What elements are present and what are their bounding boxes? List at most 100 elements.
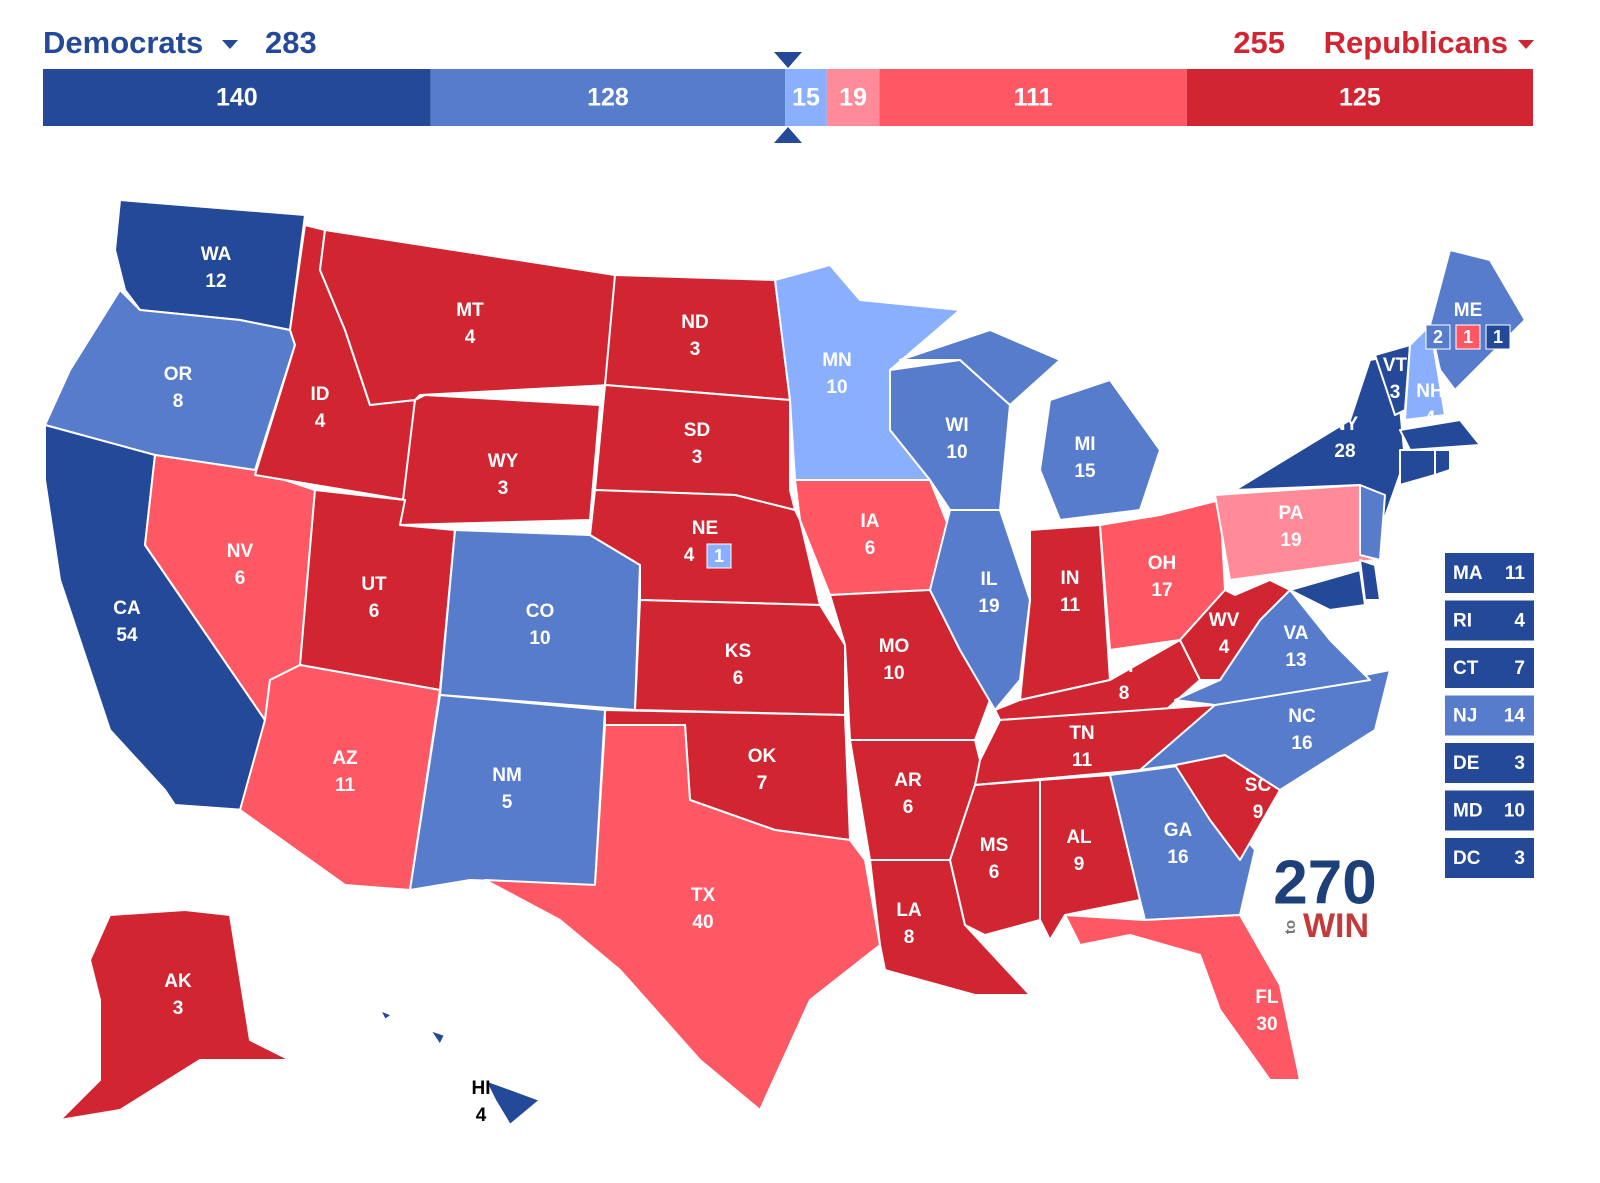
state-votes: 6 [865,538,876,559]
split-votes: 1 [1493,327,1503,347]
rep-party-name[interactable]: Republicans [1324,25,1508,60]
state-box-abbr: MD [1453,801,1483,822]
state-shape [379,1009,393,1021]
state-abbr: CA [113,598,141,619]
state-votes: 6 [733,668,744,689]
state-shape [429,1029,446,1046]
state-shape [634,599,846,716]
state-box[interactable] [1445,648,1534,688]
state-shape [59,909,331,1121]
state-abbr: MO [879,636,910,657]
state-votes: 9 [1253,802,1264,823]
state-votes: 4 [1219,637,1230,658]
state-abbr: VA [1284,623,1309,644]
state-shape [399,394,601,526]
state-votes: 11 [335,775,356,796]
state-box-votes: 7 [1514,658,1525,679]
state-abbr: SD [684,420,710,441]
state-shape [899,329,1061,406]
dem-dropdown-icon[interactable] [222,40,238,49]
state-votes: 6 [903,797,914,818]
state-votes: 10 [826,377,847,398]
state-votes: 12 [205,271,226,292]
state-abbr: IN [1061,568,1080,589]
state-votes: 4 [476,1105,487,1126]
state-abbr: NC [1288,706,1316,727]
split-box [706,543,732,569]
state-abbr: UT [361,574,387,595]
state-votes: 3 [1390,382,1401,403]
state-votes: 8 [904,927,915,948]
state-abbr: CO [526,601,555,622]
state-abbr: NV [227,541,254,562]
bar-segment [430,69,786,126]
state-abbr: NH [1416,381,1443,402]
state-votes: 16 [1167,847,1188,868]
state-abbr: WA [201,244,232,265]
state-shape [1289,569,1366,611]
state-box[interactable] [1445,695,1534,736]
split-votes: 1 [1463,327,1473,347]
state-shape [1399,449,1436,486]
state-abbr: MN [822,350,852,371]
state-abbr: HI [472,1078,491,1099]
state-votes: 28 [1334,441,1355,462]
state-shape [484,1079,541,1126]
state-abbr: MS [980,835,1009,856]
state-votes: 6 [235,568,246,589]
state-shape [929,509,1031,711]
state-votes: 3 [173,998,184,1019]
state-abbr: GA [1164,820,1193,841]
state-votes: 4 [315,411,326,432]
state-abbr: ND [681,312,708,333]
state-votes: 19 [1280,530,1301,551]
bar-segment-label: 140 [216,84,258,112]
state-abbr: MT [456,300,484,321]
state-shape [1214,484,1376,581]
state-box[interactable] [1445,790,1534,831]
state-abbr: VT [1383,355,1408,376]
state-votes: 10 [883,663,904,684]
state-box-votes: 14 [1504,706,1526,727]
state-shape [484,724,881,1111]
state-abbr: NE [692,518,718,539]
bar-segment [879,69,1187,126]
state-votes: 6 [369,601,380,622]
state-votes: 8 [173,391,184,412]
state-box[interactable] [1445,743,1534,783]
state-abbr: AK [164,971,192,992]
state-box[interactable] [1445,553,1534,593]
state-shape [1359,484,1386,561]
bar-segment-label: 128 [587,84,629,112]
dem-party-name[interactable]: Democrats [43,25,203,60]
state-votes: 10 [946,442,967,463]
state-votes: 30 [1256,1014,1277,1035]
state-box[interactable] [1445,600,1534,641]
split-votes: 2 [1433,327,1443,347]
state-box[interactable] [1445,838,1534,878]
rep-dropdown-icon[interactable] [1518,40,1534,49]
state-votes: 11 [1072,750,1093,771]
state-shape [1404,324,1446,421]
state-abbr: OH [1148,553,1177,574]
bar-segment-label: 15 [792,84,820,112]
state-votes: 6 [989,862,1000,883]
state-box-votes: 3 [1514,848,1525,869]
state-box-abbr: DE [1453,753,1479,774]
logo-word: WIN [1303,907,1369,945]
state-votes: 9 [1074,854,1085,875]
bar-segment-label: 19 [839,84,867,112]
state-votes: 3 [690,339,701,360]
bar-segment [1186,69,1533,126]
state-votes: 3 [692,447,703,468]
state-abbr: NY [1332,414,1359,435]
state-abbr: OR [164,364,193,385]
state-shape [604,274,791,401]
state-box-abbr: RI [1453,611,1472,632]
state-abbr: FL [1255,987,1279,1008]
state-votes: 19 [978,596,999,617]
state-votes: 8 [1119,683,1130,704]
bar-segment [43,69,431,126]
split-box [1425,324,1451,350]
bar-segment-label: 111 [1014,84,1053,112]
